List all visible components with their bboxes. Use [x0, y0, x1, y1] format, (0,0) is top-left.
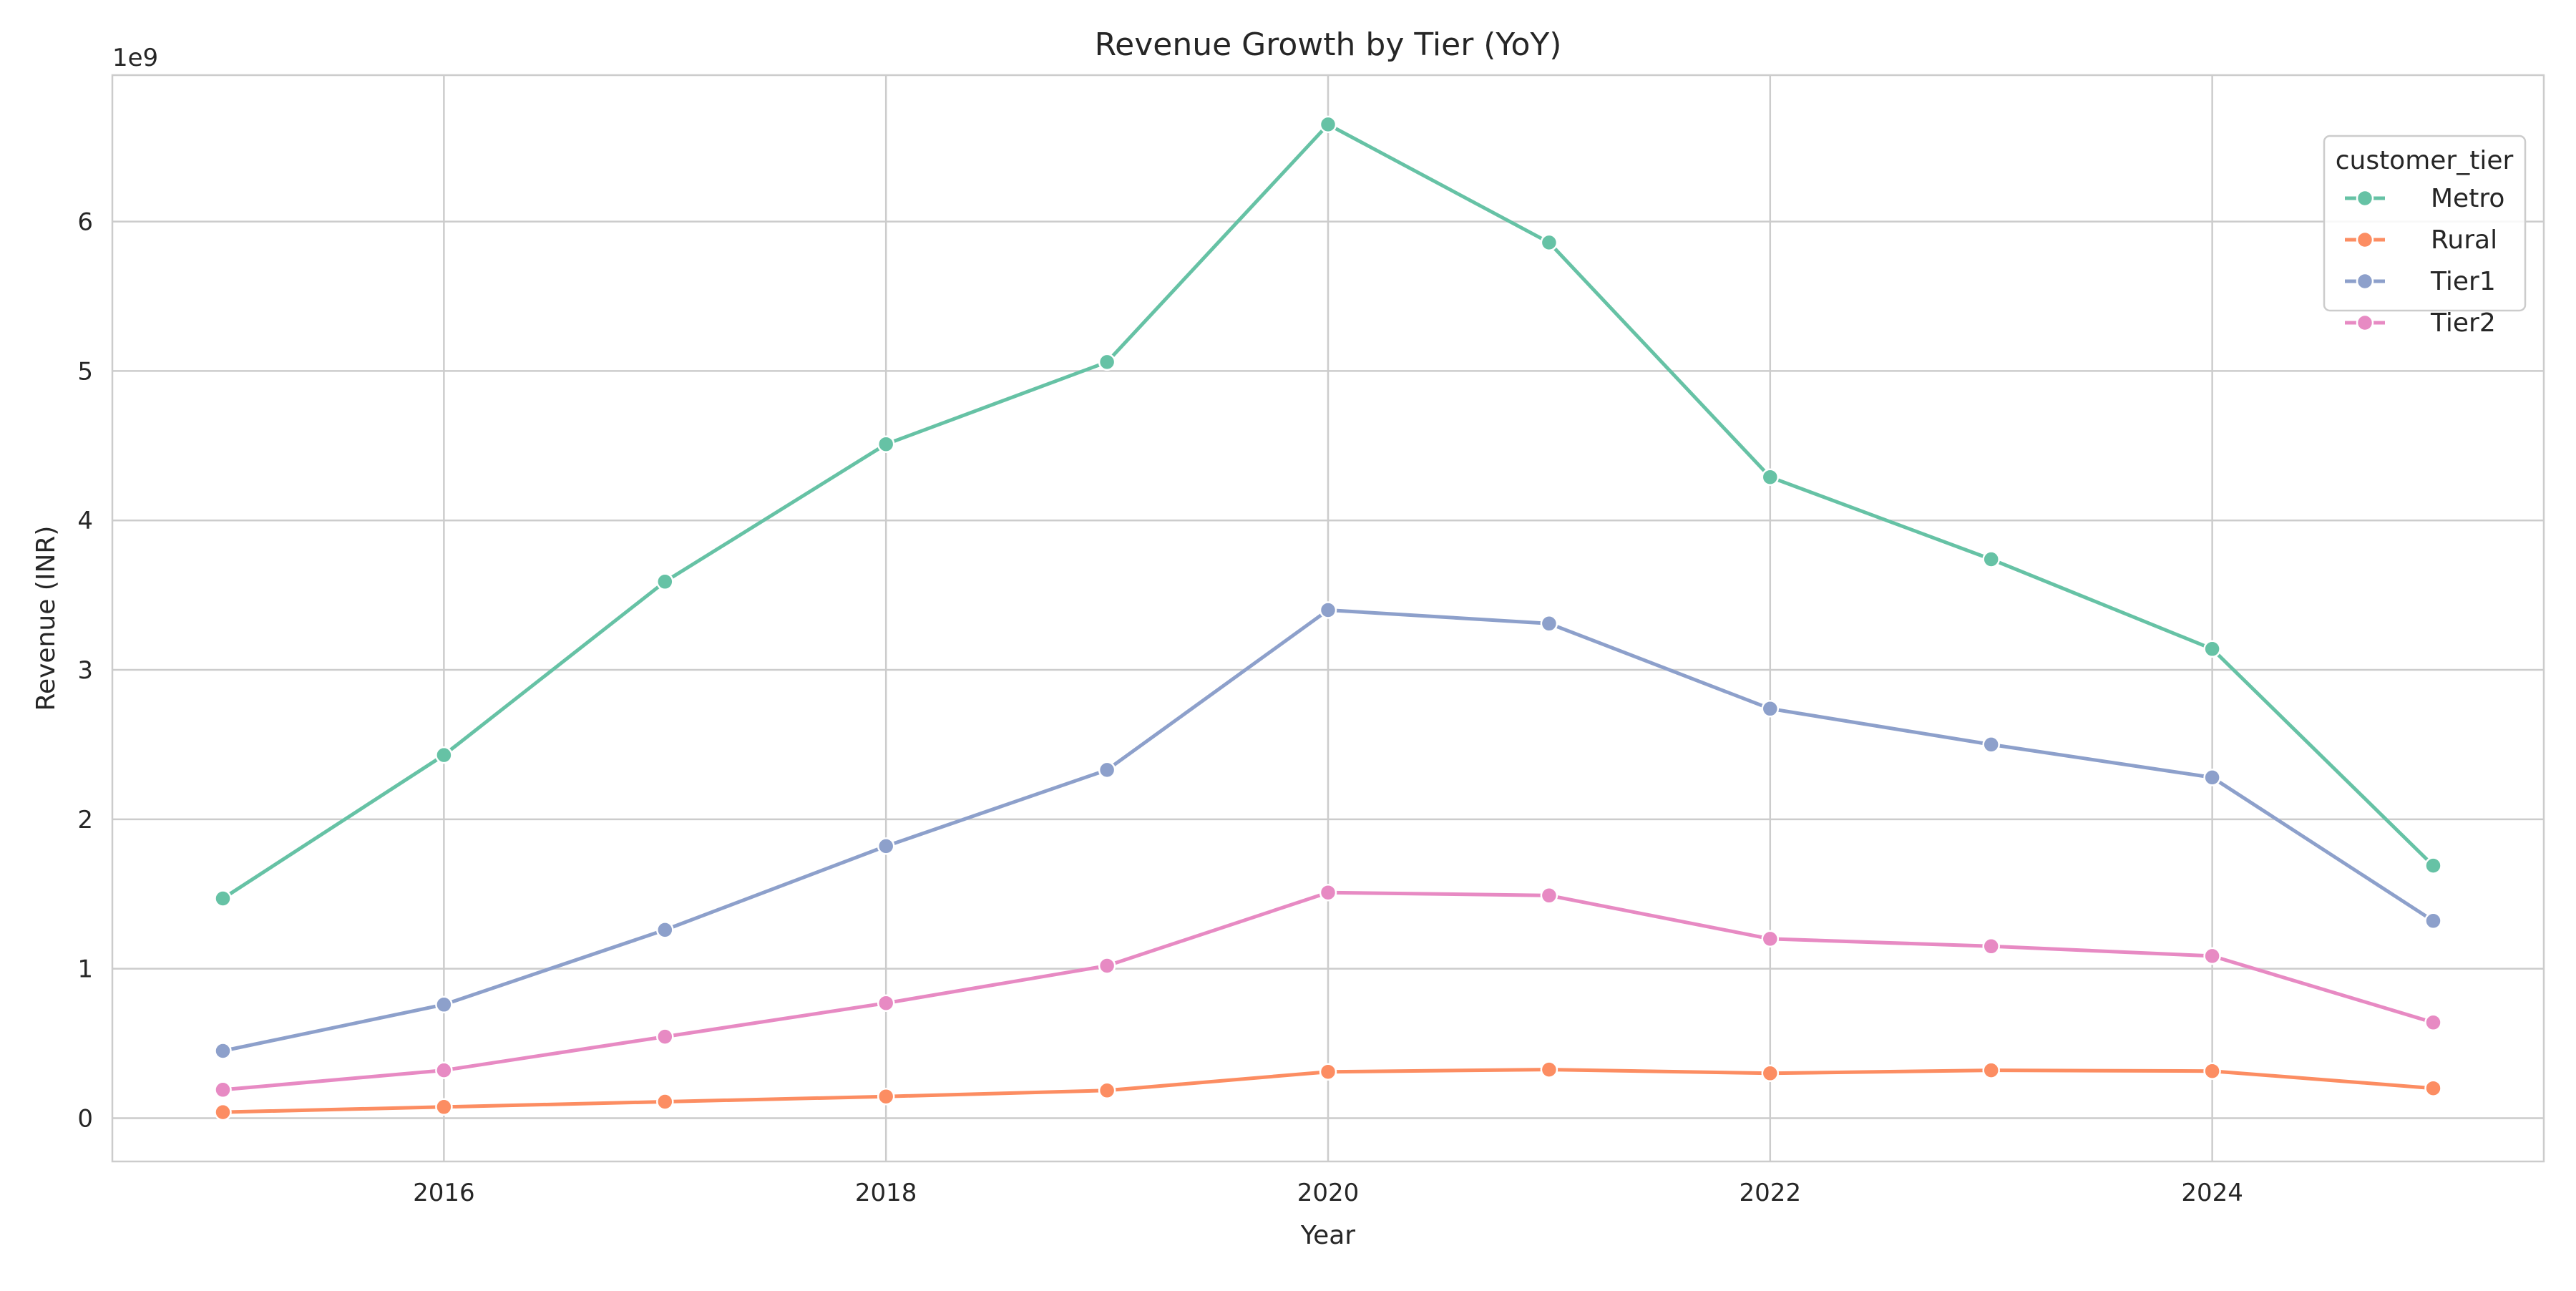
data-point-rural-2017: [656, 1093, 674, 1111]
data-point-rural-2022: [1761, 1064, 1780, 1083]
data-point-metro-2025: [2424, 857, 2442, 875]
series-tier2: [214, 883, 2442, 1099]
legend-item-metro: Metro: [2345, 184, 2504, 213]
y-tick-label-3: 3: [77, 656, 93, 685]
data-point-tier1-2021: [1540, 615, 1558, 633]
legend-marker-metro: [2356, 189, 2374, 208]
data-point-tier2-2015: [214, 1081, 232, 1099]
series-layer: [214, 115, 2442, 1121]
data-point-tier1-2015: [214, 1042, 232, 1060]
data-point-metro-2019: [1098, 353, 1116, 371]
x-tick-label-2020: 2020: [1297, 1179, 1360, 1207]
tick-layer: 2016 2018 2020 2022 2024 0 1 2 3 4 5 6: [77, 208, 2243, 1207]
data-point-metro-2024: [2203, 640, 2221, 658]
chart-title: Revenue Growth by Tier (YoY): [1095, 26, 1562, 63]
legend-item-rural: Rural: [2345, 225, 2497, 255]
data-point-rural-2019: [1098, 1081, 1116, 1100]
y-tick-label-4: 4: [77, 507, 93, 535]
data-point-metro-2017: [656, 573, 674, 591]
data-point-rural-2024: [2203, 1062, 2221, 1080]
data-point-rural-2016: [435, 1098, 453, 1116]
legend-marker-rural: [2356, 230, 2374, 249]
legend-marker-tier1: [2356, 272, 2374, 291]
y-axis-label: Revenue (INR): [31, 526, 61, 711]
data-point-tier1-2020: [1319, 601, 1337, 619]
series-rural: [214, 1061, 2442, 1121]
data-point-tier2-2025: [2424, 1013, 2442, 1032]
legend-items: Metro Rural Tier1 Tier2: [2345, 184, 2504, 338]
y-tick-label-6: 6: [77, 208, 93, 237]
y-tick-label-5: 5: [77, 357, 93, 386]
x-tick-label-2016: 2016: [413, 1179, 475, 1207]
data-point-tier1-2025: [2424, 912, 2442, 930]
legend: customer_tier Metro Rural Tier1 Tier2: [2323, 135, 2527, 338]
data-point-metro-2022: [1761, 468, 1780, 486]
legend-item-tier1: Tier1: [2345, 267, 2496, 296]
data-point-tier2-2017: [656, 1028, 674, 1046]
data-point-tier1-2023: [1982, 736, 2000, 754]
x-axis-label: Year: [1300, 1221, 1355, 1250]
data-point-tier2-2016: [435, 1061, 453, 1079]
x-tick-label-2024: 2024: [2181, 1179, 2243, 1207]
data-point-tier2-2019: [1098, 957, 1116, 975]
data-point-tier1-2016: [435, 995, 453, 1014]
legend-label-rural: Rural: [2431, 225, 2497, 255]
legend-box: [2323, 135, 2527, 312]
data-point-rural-2021: [1540, 1061, 1558, 1078]
data-point-tier1-2017: [656, 921, 674, 939]
series-metro: [214, 115, 2442, 907]
data-point-tier2-2023: [1982, 937, 2000, 955]
data-point-metro-2023: [1982, 550, 2000, 568]
plot-frame: [111, 74, 2545, 1163]
legend-label-tier2: Tier2: [2430, 308, 2496, 338]
data-point-tier1-2019: [1098, 761, 1116, 779]
legend-title: customer_tier: [2336, 146, 2514, 175]
data-point-tier1-2024: [2203, 769, 2221, 786]
data-point-tier2-2024: [2203, 947, 2221, 965]
data-point-metro-2018: [877, 435, 895, 453]
data-point-tier2-2021: [1540, 887, 1558, 905]
data-point-rural-2023: [1982, 1061, 2000, 1079]
data-point-tier1-2018: [877, 837, 895, 855]
legend-item-tier2: Tier2: [2345, 308, 2496, 338]
data-point-tier1-2022: [1761, 700, 1780, 718]
data-point-rural-2025: [2424, 1079, 2442, 1097]
data-point-tier2-2018: [877, 994, 895, 1012]
y-tick-label-0: 0: [77, 1104, 93, 1133]
data-point-metro-2015: [214, 890, 232, 907]
y-tick-label-2: 2: [77, 806, 93, 834]
data-point-metro-2021: [1540, 233, 1558, 252]
series-tier1: [214, 601, 2442, 1060]
data-point-rural-2020: [1319, 1063, 1337, 1081]
legend-label-tier1: Tier1: [2430, 267, 2496, 296]
x-tick-label-2022: 2022: [1740, 1179, 1802, 1207]
y-offset-label: 1e9: [112, 44, 158, 72]
data-point-rural-2018: [877, 1087, 895, 1106]
legend-label-metro: Metro: [2431, 184, 2504, 213]
data-point-tier2-2020: [1319, 883, 1337, 902]
data-point-metro-2020: [1319, 115, 1337, 134]
data-point-metro-2016: [435, 746, 453, 764]
grid-layer: [112, 75, 2544, 1161]
legend-marker-tier2: [2356, 313, 2374, 332]
y-tick-label-1: 1: [77, 955, 93, 984]
x-tick-label-2018: 2018: [855, 1179, 917, 1207]
data-point-rural-2015: [214, 1103, 232, 1121]
data-point-tier2-2022: [1761, 930, 1780, 948]
